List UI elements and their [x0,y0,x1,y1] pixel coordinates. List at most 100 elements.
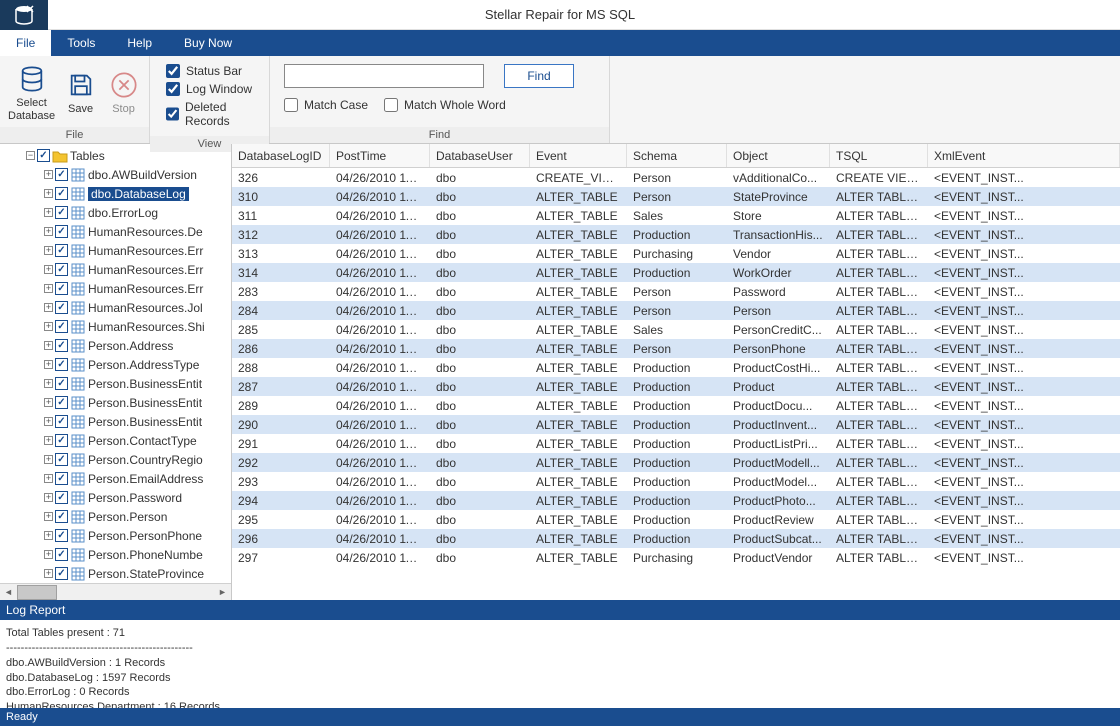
tree-item[interactable]: +Person.StateProvince [22,564,231,583]
match-case-check[interactable]: Match Case [284,98,368,112]
expand-icon[interactable]: + [44,550,53,559]
tree-item[interactable]: +Person.Password [22,488,231,507]
hscroll-left-icon[interactable]: ◄ [0,584,17,601]
log-window-check[interactable]: Log Window [166,82,253,96]
match-whole-checkbox[interactable] [384,98,398,112]
tree-item[interactable]: +Person.CountryRegio [22,450,231,469]
table-row[interactable]: 29004/26/2010 11:...dboALTER_TABLEProduc… [232,415,1120,434]
table-row[interactable]: 28504/26/2010 11:...dboALTER_TABLESalesP… [232,320,1120,339]
match-case-checkbox[interactable] [284,98,298,112]
expand-icon[interactable]: + [44,531,53,540]
expand-icon[interactable]: + [44,360,53,369]
stop-button[interactable]: Stop [106,67,141,115]
tree-checkbox[interactable] [55,548,68,561]
tree-checkbox[interactable] [55,358,68,371]
tree-item[interactable]: +Person.BusinessEntit [22,374,231,393]
table-row[interactable]: 28604/26/2010 11:...dboALTER_TABLEPerson… [232,339,1120,358]
table-row[interactable]: 29404/26/2010 11:...dboALTER_TABLEProduc… [232,491,1120,510]
find-button[interactable]: Find [504,64,574,88]
tree-item[interactable]: +Person.EmailAddress [22,469,231,488]
tree-item[interactable]: +HumanResources.Shi [22,317,231,336]
table-row[interactable]: 29204/26/2010 11:...dboALTER_TABLEProduc… [232,453,1120,472]
tree-item[interactable]: +dbo.AWBuildVersion [22,165,231,184]
expand-icon[interactable]: + [44,493,53,502]
expand-icon[interactable]: + [44,474,53,483]
tree-checkbox[interactable] [55,377,68,390]
tree-root-node[interactable]: −Tables [22,146,231,165]
expand-icon[interactable]: + [44,246,53,255]
expand-icon[interactable]: + [44,227,53,236]
tree-checkbox[interactable] [55,396,68,409]
tree-checkbox[interactable] [55,301,68,314]
match-whole-check[interactable]: Match Whole Word [384,98,506,112]
menu-tab-buynow[interactable]: Buy Now [168,30,248,56]
expand-icon[interactable]: + [44,436,53,445]
expand-icon[interactable]: + [44,398,53,407]
grid-body[interactable]: 32604/26/2010 11:...dboCREATE_VIEWPerson… [232,168,1120,600]
tree-checkbox[interactable] [55,206,68,219]
table-row[interactable]: 29304/26/2010 11:...dboALTER_TABLEProduc… [232,472,1120,491]
tree-checkbox[interactable] [55,434,68,447]
table-row[interactable]: 28304/26/2010 11:...dboALTER_TABLEPerson… [232,282,1120,301]
table-row[interactable]: 28704/26/2010 11:...dboALTER_TABLEProduc… [232,377,1120,396]
tree-checkbox[interactable] [55,339,68,352]
deleted-records-check[interactable]: Deleted Records [166,100,253,128]
column-header[interactable]: DatabaseLogID [232,144,330,167]
tree-checkbox[interactable] [55,510,68,523]
save-button[interactable]: Save [63,67,98,115]
menu-tab-tools[interactable]: Tools [51,30,111,56]
tree-hscroll[interactable]: ◄ ► [0,583,231,600]
deleted-records-checkbox[interactable] [166,107,179,121]
tree-item[interactable]: +dbo.DatabaseLog [22,184,231,203]
tree-scroll[interactable]: −Tables+dbo.AWBuildVersion+dbo.DatabaseL… [0,144,231,583]
status-bar-check[interactable]: Status Bar [166,64,253,78]
tree-item[interactable]: +Person.PersonPhone [22,526,231,545]
table-row[interactable]: 29104/26/2010 11:...dboALTER_TABLEProduc… [232,434,1120,453]
expand-icon[interactable]: + [44,569,53,578]
expand-icon[interactable]: + [44,341,53,350]
column-header[interactable]: Event [530,144,627,167]
tree-checkbox[interactable] [55,491,68,504]
select-database-button[interactable]: Select Database [8,61,55,121]
table-row[interactable]: 31304/26/2010 11:...dboALTER_TABLEPurcha… [232,244,1120,263]
expand-icon[interactable]: + [44,208,53,217]
expand-icon[interactable]: + [44,189,53,198]
expand-icon[interactable]: + [44,379,53,388]
tree-item[interactable]: +HumanResources.Err [22,279,231,298]
tree-item[interactable]: +HumanResources.Err [22,260,231,279]
hscroll-thumb[interactable] [17,585,57,600]
tree-item[interactable]: +dbo.ErrorLog [22,203,231,222]
tree-checkbox[interactable] [55,320,68,333]
tree-item[interactable]: +Person.BusinessEntit [22,412,231,431]
expand-icon[interactable]: + [44,303,53,312]
column-header[interactable]: PostTime [330,144,430,167]
hscroll-right-icon[interactable]: ► [214,584,231,601]
expand-icon[interactable]: + [44,170,53,179]
table-row[interactable]: 31404/26/2010 11:...dboALTER_TABLEProduc… [232,263,1120,282]
tree-item[interactable]: +Person.Person [22,507,231,526]
column-header[interactable]: TSQL [830,144,928,167]
table-row[interactable]: 31204/26/2010 11:...dboALTER_TABLEProduc… [232,225,1120,244]
tree-checkbox[interactable] [55,453,68,466]
tree-checkbox[interactable] [55,472,68,485]
expand-icon[interactable]: + [44,284,53,293]
menu-tab-help[interactable]: Help [111,30,168,56]
tree-checkbox[interactable] [55,244,68,257]
tree-item[interactable]: +HumanResources.Err [22,241,231,260]
expand-icon[interactable]: − [26,151,35,160]
table-row[interactable]: 29504/26/2010 11:...dboALTER_TABLEProduc… [232,510,1120,529]
column-header[interactable]: DatabaseUser [430,144,530,167]
column-header[interactable]: XmlEvent [928,144,1120,167]
status-bar-checkbox[interactable] [166,64,180,78]
tree-item[interactable]: +HumanResources.Jol [22,298,231,317]
column-header[interactable]: Schema [627,144,727,167]
tree-item[interactable]: +Person.PhoneNumbe [22,545,231,564]
table-row[interactable]: 29604/26/2010 11:...dboALTER_TABLEProduc… [232,529,1120,548]
table-row[interactable]: 28404/26/2010 11:...dboALTER_TABLEPerson… [232,301,1120,320]
tree-checkbox[interactable] [55,263,68,276]
column-header[interactable]: Object [727,144,830,167]
tree-checkbox[interactable] [55,282,68,295]
expand-icon[interactable]: + [44,455,53,464]
table-row[interactable]: 32604/26/2010 11:...dboCREATE_VIEWPerson… [232,168,1120,187]
tree-checkbox[interactable] [55,567,68,580]
